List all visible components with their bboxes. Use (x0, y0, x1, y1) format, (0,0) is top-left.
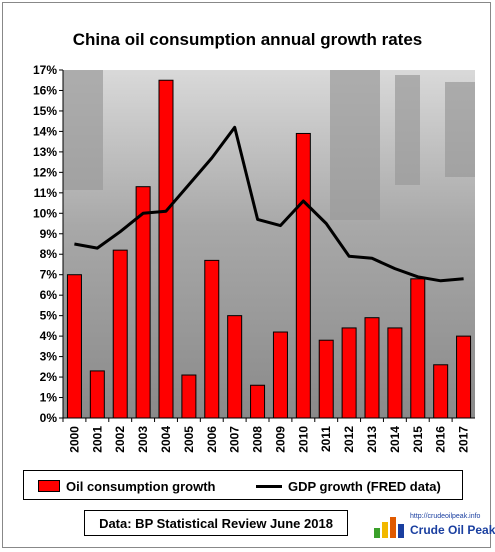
y-tick-label: 5% (40, 309, 58, 323)
bar-2014 (387, 327, 403, 419)
y-tick-label: 6% (40, 288, 58, 302)
photo-buildings (63, 70, 475, 220)
x-tick-label: 2010 (296, 426, 310, 453)
x-tick-label: 2015 (411, 426, 425, 453)
x-tick-label: 2012 (342, 426, 356, 453)
bar-2010 (295, 132, 311, 419)
y-tick-label: 14% (33, 124, 57, 138)
bar-2001 (89, 370, 105, 419)
x-tick-label: 2016 (434, 426, 448, 453)
y-tick-label: 15% (33, 104, 57, 118)
x-tick-label: 2000 (67, 426, 81, 453)
y-tick-label: 1% (40, 391, 58, 405)
bar-2007 (227, 315, 243, 419)
y-tick-label: 8% (40, 247, 58, 261)
legend-swatch-oil (38, 480, 60, 492)
oil-bars (66, 79, 472, 419)
x-tick-label: 2014 (388, 426, 402, 453)
bar-2008 (250, 384, 266, 419)
y-tick-label: 4% (40, 329, 58, 343)
bar-2000 (66, 274, 82, 419)
bar-2003 (135, 186, 151, 419)
chart-title: China oil consumption annual growth rate… (72, 30, 423, 49)
y-tick-label: 17% (33, 63, 57, 77)
bar-2016 (433, 364, 449, 419)
y-tick-label: 3% (40, 350, 58, 364)
legend-label-gdp: GDP growth (FRED data) (288, 478, 441, 494)
x-tick-label: 2002 (113, 426, 127, 453)
legend-label-oil: Oil consumption growth (66, 478, 216, 494)
y-axis: 0% 1% 2% 3% 4% 5% 6% 7% 8% 9% 10% 11% 12% 13% 14% 15% 16… (33, 63, 64, 425)
logo-name: Crude Oil Peak (410, 523, 495, 537)
y-tick-label: 13% (33, 145, 57, 159)
x-tick-label: 2009 (273, 426, 287, 453)
bar-2006 (204, 259, 220, 419)
y-tick-label: 11% (34, 186, 58, 200)
y-tick-label: 9% (40, 227, 58, 241)
y-tick-label: 12% (33, 165, 57, 179)
x-tick-label: 2004 (159, 426, 173, 453)
x-axis: 2000 2001 2002 2003 2004 2005 2006 2007 2008 2009… (62, 417, 475, 453)
bar-2017 (456, 335, 472, 419)
logo-icon (374, 517, 404, 538)
x-tick-label: 2003 (136, 426, 150, 453)
crude-oil-peak-logo: http://crudeoilpeak.info Crude Oil Peak (372, 511, 495, 541)
x-tick-label: 2006 (205, 426, 219, 453)
logo-url: http://crudeoilpeak.info (410, 513, 481, 520)
bar-2012 (341, 327, 357, 419)
bar-2009 (272, 331, 288, 419)
x-tick-label: 2011 (319, 426, 333, 452)
bar-2015 (410, 278, 426, 419)
source-note: Data: BP Statistical Review June 2018 (84, 510, 348, 536)
legend-swatch-gdp (256, 484, 282, 488)
y-tick-label: 7% (40, 268, 58, 282)
gdp-growth-line (74, 125, 464, 283)
y-tick-label: 2% (40, 370, 58, 384)
x-tick-label: 2005 (182, 426, 196, 453)
x-tick-label: 2001 (90, 426, 104, 453)
x-tick-label: 2008 (251, 426, 265, 453)
x-tick-label: 2007 (228, 426, 242, 453)
y-tick-label: 0% (40, 411, 58, 425)
x-tick-label: 2013 (365, 426, 379, 453)
bar-2005 (181, 374, 197, 419)
legend-item-gdp: GDP growth (FRED data) (256, 478, 441, 494)
bar-2011 (318, 339, 334, 419)
bar-2013 (364, 317, 380, 419)
bar-2004 (158, 79, 174, 419)
bar-2002 (112, 249, 128, 419)
legend-item-oil: Oil consumption growth (38, 478, 216, 494)
y-tick-label: 10% (33, 206, 57, 220)
x-tick-label: 2017 (457, 426, 471, 453)
y-tick-label: 16% (33, 83, 57, 97)
legend: Oil consumption growth GDP growth (FRED … (23, 470, 463, 500)
